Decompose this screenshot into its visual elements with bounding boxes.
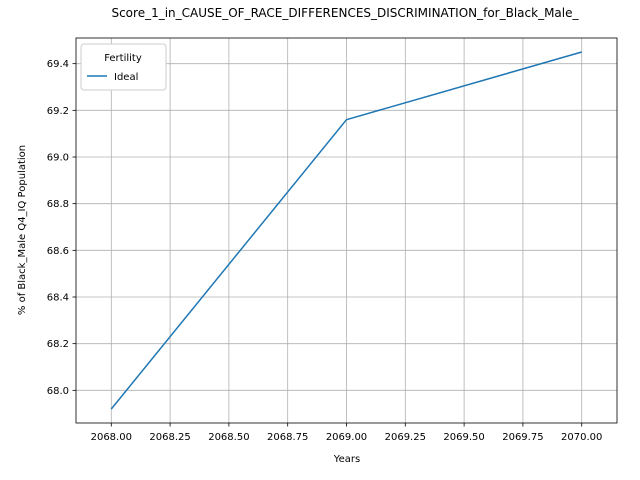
chart-title: Score_1_in_CAUSE_OF_RACE_DIFFERENCES_DIS…	[111, 6, 579, 20]
x-tick-label: 2069.00	[326, 432, 367, 443]
legend: Fertility Ideal	[80, 43, 167, 91]
y-axis-label: % of Black_Male Q4_IQ Population	[17, 145, 28, 315]
y-tick-label: 68.8	[47, 199, 69, 210]
y-tick-label: 69.4	[47, 59, 69, 70]
x-tick-label: 2068.00	[91, 432, 132, 443]
x-axis-ticks: 2068.00 2068.25 2068.50 2068.75 2069.00 2069.…	[91, 423, 602, 443]
legend-title: Fertility	[104, 53, 142, 64]
legend-label-ideal: Ideal	[114, 72, 138, 83]
y-tick-label: 69.0	[47, 153, 69, 164]
x-tick-label: 2069.25	[385, 432, 426, 443]
y-tick-label: 68.6	[47, 246, 69, 257]
y-tick-label: 68.2	[47, 339, 69, 350]
x-tick-label: 2069.50	[443, 432, 484, 443]
x-tick-label: 2070.00	[561, 432, 602, 443]
x-tick-label: 2068.75	[267, 432, 308, 443]
y-tick-label: 68.0	[47, 386, 69, 397]
grid-lines	[76, 38, 617, 423]
legend-frame	[80, 43, 167, 91]
x-tick-label: 2069.75	[502, 432, 543, 443]
y-axis-ticks: 68.0 68.2 68.4 68.6 68.8 69.0 69.2 69.4	[47, 59, 76, 397]
y-tick-label: 68.4	[47, 293, 69, 304]
series-layer	[110, 51, 582, 410]
x-tick-label: 2068.25	[149, 432, 190, 443]
x-axis-label: Years	[333, 454, 360, 465]
y-tick-label: 69.2	[47, 106, 69, 117]
x-tick-label: 2068.50	[208, 432, 249, 443]
